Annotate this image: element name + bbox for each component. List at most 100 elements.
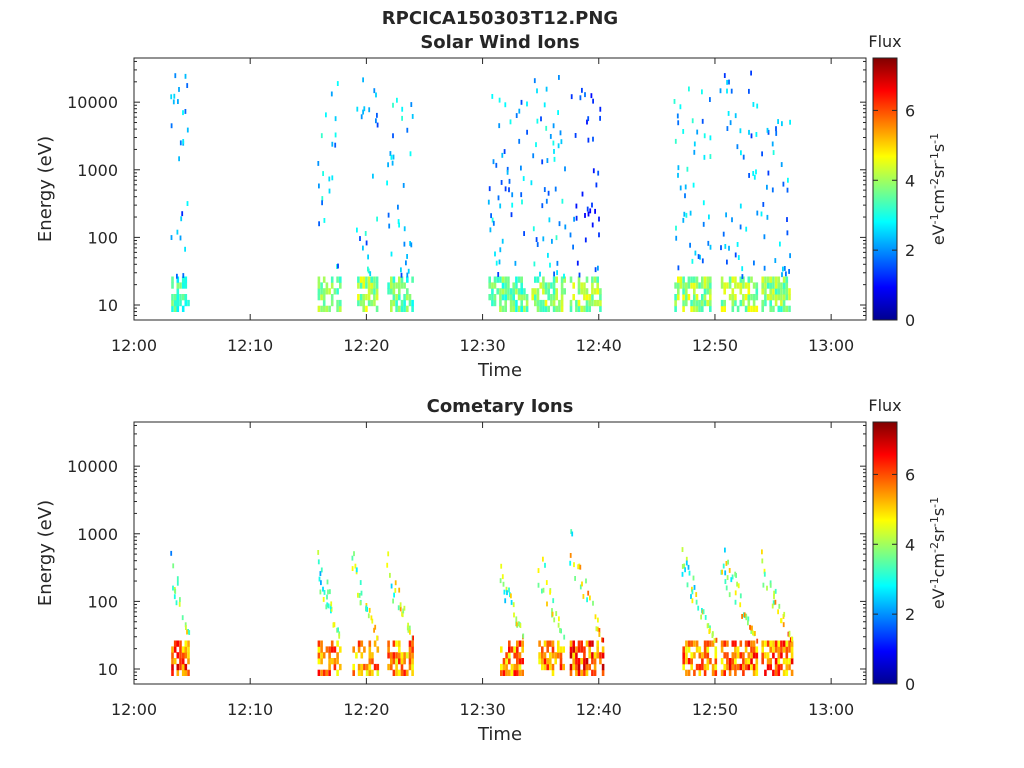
solar-wind-ions-flux-cell bbox=[572, 244, 574, 250]
solar-wind-ions-flux-cell bbox=[560, 276, 564, 283]
solar-wind-ions-flux-cell bbox=[702, 200, 705, 206]
solar-wind-ions-flux-cell bbox=[390, 288, 393, 295]
solar-wind-ions-flux-cell bbox=[599, 288, 602, 295]
cometary-ions-flux-cell bbox=[690, 658, 693, 665]
cometary-ions-flux-cell bbox=[698, 646, 702, 653]
solar-wind-ions-flux-cell bbox=[761, 305, 764, 312]
cometary-ions-flux-cell bbox=[706, 658, 710, 665]
cometary-ions-flux-cell bbox=[764, 669, 767, 676]
solar-wind-ions-flux-cell bbox=[774, 294, 778, 301]
cometary-ions-flux-cell bbox=[774, 658, 778, 665]
cometary-ions-flux-cell bbox=[752, 646, 756, 653]
cometary-ions-flux-cell bbox=[521, 640, 524, 647]
cometary-ions-flux-cell bbox=[728, 592, 731, 598]
solar-wind-ions-flux-cell bbox=[777, 276, 781, 283]
cometary-ions-colorbar-tick-label: 4 bbox=[905, 535, 915, 554]
cometary-ions-flux-cell bbox=[502, 669, 506, 676]
solar-wind-ions-flux-cell bbox=[703, 154, 706, 160]
solar-wind-ions-flux-cell bbox=[542, 282, 545, 289]
solar-wind-ions-flux-cell bbox=[493, 299, 497, 307]
solar-wind-ions-flux-cell bbox=[400, 299, 404, 307]
solar-wind-ions-flux-cell bbox=[395, 305, 398, 312]
solar-wind-ions-flux-cell bbox=[533, 78, 536, 84]
cometary-ions-flux-cell bbox=[173, 640, 177, 647]
solar-wind-ions-flux-cell bbox=[511, 202, 514, 208]
solar-wind-ions-flux-cell bbox=[774, 288, 778, 295]
solar-wind-ions-flux-cell bbox=[598, 216, 600, 222]
cometary-ions-flux-cell bbox=[499, 578, 502, 584]
cometary-ions-flux-cell bbox=[726, 658, 729, 665]
solar-wind-ions-flux-cell bbox=[392, 276, 396, 283]
cometary-ions-flux-cell bbox=[685, 560, 688, 566]
cometary-ions-flux-cell bbox=[772, 669, 775, 676]
solar-wind-ions-flux-cell bbox=[560, 305, 564, 312]
cometary-ions-flux-cell bbox=[588, 663, 591, 671]
cometary-ions-flux-cell bbox=[782, 622, 785, 628]
cometary-ions-flux-cell bbox=[755, 669, 759, 676]
cometary-ions-flux-cell bbox=[170, 550, 173, 556]
solar-wind-ions-flux-cell bbox=[764, 294, 767, 301]
solar-wind-ions-flux-cell bbox=[693, 141, 696, 147]
solar-wind-ions-flux-cell bbox=[182, 139, 185, 144]
cometary-ions-flux-cell bbox=[373, 640, 377, 647]
solar-wind-ions-colorbar-gradient bbox=[872, 57, 898, 321]
solar-wind-ions-flux-cell bbox=[494, 251, 496, 257]
solar-wind-ions-flux-cell bbox=[771, 141, 774, 147]
solar-wind-ions-flux-cell bbox=[544, 282, 548, 289]
cometary-ions-flux-cell bbox=[367, 613, 370, 619]
cometary-ions-flux-cell bbox=[322, 586, 324, 592]
solar-wind-ions-flux-cell bbox=[172, 99, 175, 105]
cometary-ions-flux-cell bbox=[743, 612, 746, 618]
cometary-ions-flux-cell bbox=[543, 652, 547, 659]
solar-wind-ions-x-tick-label: 12:40 bbox=[576, 336, 622, 355]
cometary-ions-flux-cell bbox=[392, 598, 394, 604]
cometary-ions-flux-cell bbox=[557, 622, 560, 628]
cometary-ions-flux-cell bbox=[778, 603, 781, 609]
cometary-ions-flux-cell bbox=[171, 669, 174, 676]
cometary-ions-flux-cell bbox=[730, 577, 733, 583]
cometary-ions-flux-cell bbox=[698, 652, 702, 659]
solar-wind-ions-flux-cell bbox=[697, 254, 700, 259]
solar-wind-ions-flux-cell bbox=[560, 299, 564, 307]
cometary-ions-flux-cell bbox=[357, 663, 361, 671]
cometary-ions-flux-cell bbox=[773, 590, 775, 596]
solar-wind-ions-y-label: Energy (eV) bbox=[35, 136, 56, 242]
cometary-ions-flux-cell bbox=[174, 589, 177, 594]
cometary-ions-flux-cell bbox=[754, 631, 756, 636]
solar-wind-ions-flux-cell bbox=[180, 216, 183, 222]
solar-wind-ions-flux-cell bbox=[507, 288, 510, 295]
cometary-ions-flux-cell bbox=[588, 646, 591, 653]
cometary-ions-flux-cell bbox=[734, 658, 737, 665]
cometary-ions-flux-cell bbox=[411, 663, 414, 671]
cometary-ions-flux-cell bbox=[731, 652, 735, 659]
solar-wind-ions-flux-cell bbox=[740, 150, 742, 156]
cometary-ions-flux-cell bbox=[772, 646, 775, 653]
solar-wind-ions-flux-cell bbox=[588, 299, 591, 307]
solar-wind-ions-flux-cell bbox=[406, 294, 409, 301]
solar-wind-ions-flux-cell bbox=[331, 175, 334, 181]
cometary-ions-flux-cell bbox=[320, 652, 323, 659]
cometary-ions-flux-cell bbox=[782, 646, 786, 653]
solar-wind-ions-flux-cell bbox=[391, 160, 394, 166]
cometary-ions-flux-cell bbox=[686, 582, 689, 588]
solar-wind-ions-flux-cell bbox=[515, 113, 518, 118]
cometary-ions-x-label: Time bbox=[477, 724, 522, 745]
cometary-ions-flux-cell bbox=[570, 529, 573, 534]
cometary-ions-flux-cell bbox=[578, 563, 581, 569]
cometary-ions-flux-cell bbox=[368, 658, 372, 665]
cometary-ions-flux-cell bbox=[690, 663, 693, 671]
cometary-ions-flux-cell bbox=[597, 617, 599, 623]
solar-wind-ions-flux-cell bbox=[359, 282, 363, 289]
cometary-ions-flux-cell bbox=[591, 669, 594, 676]
cometary-ions-flux-cell bbox=[322, 669, 326, 676]
solar-wind-ions-flux-cell bbox=[365, 240, 368, 246]
solar-wind-ions-flux-cell bbox=[334, 142, 337, 148]
cometary-ions-flux-cell bbox=[551, 663, 555, 671]
solar-wind-ions-y-tick-label: 10000 bbox=[67, 93, 118, 112]
solar-wind-ions-flux-cell bbox=[675, 235, 678, 241]
cometary-ions-flux-cell bbox=[557, 646, 560, 653]
solar-wind-ions-flux-cell bbox=[525, 294, 529, 301]
solar-wind-ions-flux-cell bbox=[322, 288, 326, 295]
cometary-ions-flux-cell bbox=[551, 669, 555, 676]
solar-wind-ions-flux-cell bbox=[708, 214, 710, 220]
